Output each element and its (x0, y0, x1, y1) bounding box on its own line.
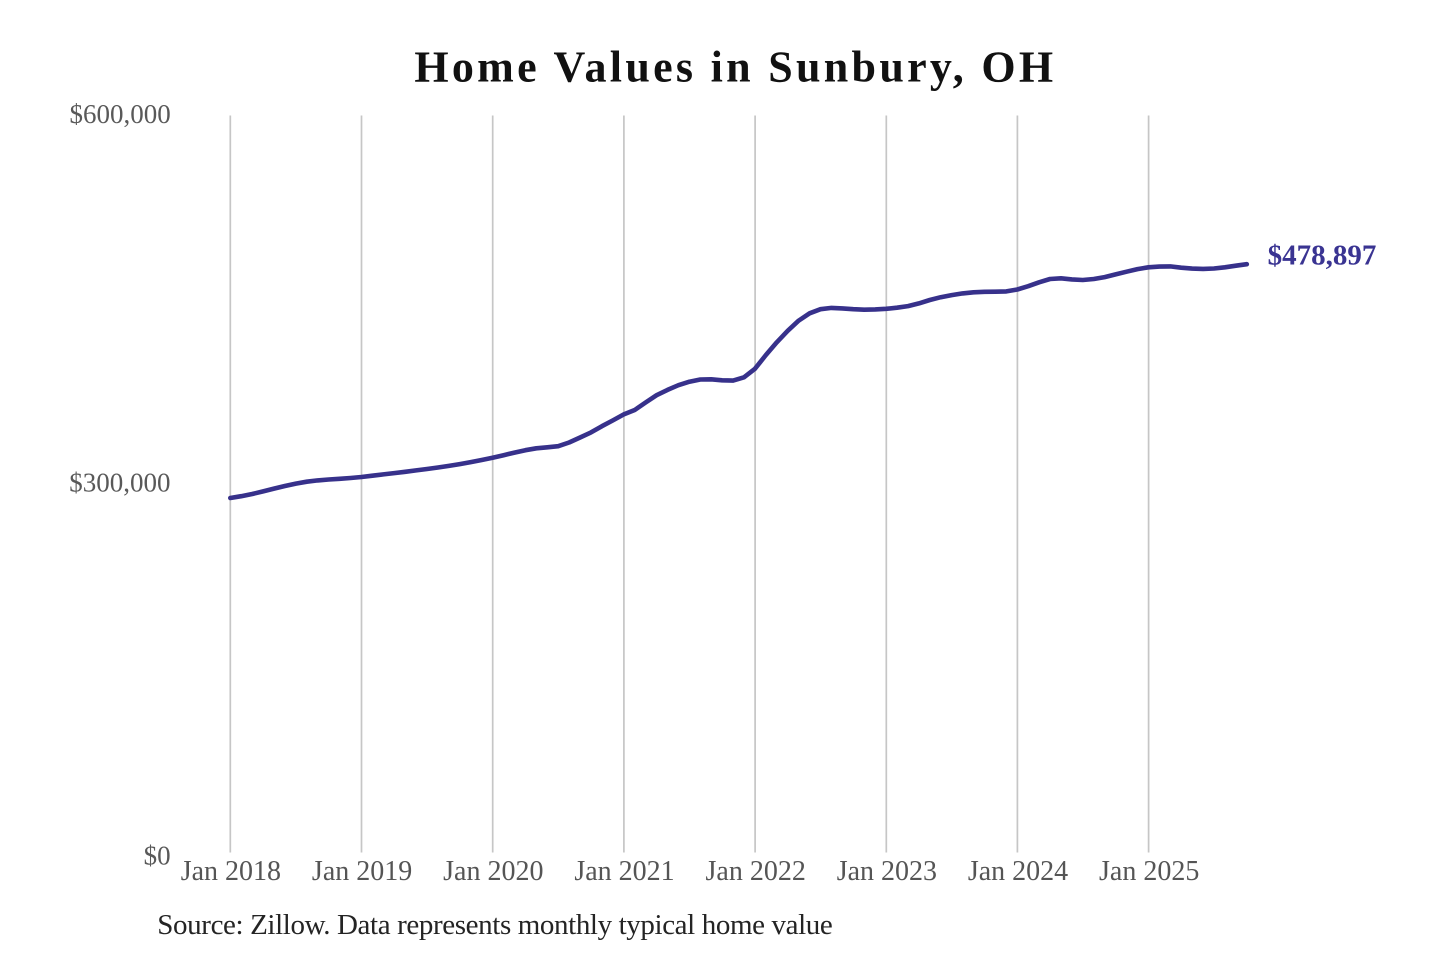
svg-text:$478,897: $478,897 (1268, 239, 1377, 271)
svg-text:Jan 2024: Jan 2024 (968, 856, 1068, 887)
svg-text:Jan 2019: Jan 2019 (312, 856, 412, 887)
svg-text:$0: $0 (144, 841, 171, 871)
svg-text:$300,000: $300,000 (69, 468, 170, 498)
svg-text:Jan 2020: Jan 2020 (443, 856, 543, 887)
svg-text:$600,000: $600,000 (70, 99, 171, 129)
svg-text:Jan 2021: Jan 2021 (574, 856, 674, 887)
svg-text:Source: Zillow. Data represent: Source: Zillow. Data represents monthly … (157, 909, 832, 941)
svg-text:Jan 2018: Jan 2018 (181, 856, 281, 887)
svg-text:Jan 2022: Jan 2022 (706, 856, 806, 887)
svg-text:Home Values in Sunbury, OH: Home Values in Sunbury, OH (414, 43, 1056, 92)
svg-text:Jan 2023: Jan 2023 (837, 856, 937, 887)
svg-text:Jan 2025: Jan 2025 (1099, 856, 1199, 887)
